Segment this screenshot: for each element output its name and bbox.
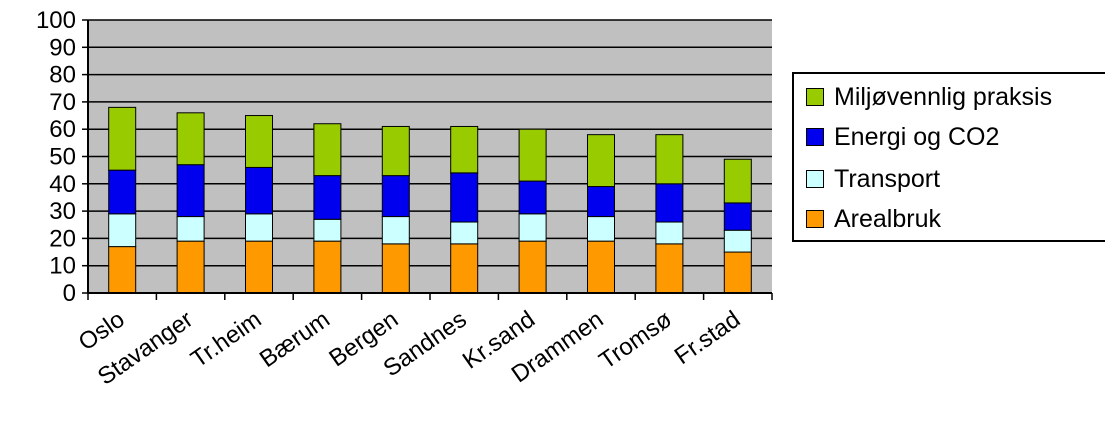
bar-milj-vennlig-praksis-bergen bbox=[381, 125, 410, 177]
bar-transport-sandnes bbox=[450, 221, 479, 245]
bar-energi-og-co2-sandnes bbox=[450, 172, 479, 223]
bar-arealbruk-troms bbox=[655, 243, 684, 294]
legend-item-transport: Transport bbox=[806, 164, 940, 194]
bar-arealbruk-b-rum bbox=[313, 240, 342, 294]
bar-transport-b-rum bbox=[313, 218, 342, 242]
legend-swatch bbox=[806, 88, 824, 106]
bar-arealbruk-fr-stad bbox=[723, 251, 752, 294]
bar-arealbruk-stavanger bbox=[176, 240, 205, 294]
legend-swatch bbox=[806, 170, 824, 188]
bar-transport-bergen bbox=[381, 216, 410, 245]
y-tick-label: 100 bbox=[36, 7, 76, 34]
bar-arealbruk-kr-sand bbox=[518, 240, 547, 294]
bar-energi-og-co2-stavanger bbox=[176, 164, 205, 218]
bar-milj-vennlig-praksis-oslo bbox=[108, 106, 137, 171]
x-tick-label-b-rum: Bærum bbox=[255, 306, 335, 373]
bar-energi-og-co2-drammen bbox=[587, 186, 615, 218]
y-tick-label: 70 bbox=[49, 89, 76, 116]
legend-item-arealbruk: Arealbruk bbox=[806, 204, 941, 234]
bar-arealbruk-tr-heim bbox=[245, 240, 273, 294]
bar-energi-og-co2-b-rum bbox=[313, 175, 342, 220]
bar-energi-og-co2-troms bbox=[655, 183, 684, 223]
legend-swatch bbox=[806, 128, 824, 146]
legend-item-miljovennlig-praksis: Miljøvennlig praksis bbox=[806, 82, 1052, 112]
legend-swatch bbox=[806, 210, 824, 228]
legend-label: Energi og CO2 bbox=[834, 122, 1000, 151]
y-tick-label: 60 bbox=[49, 116, 76, 143]
y-tick-label: 90 bbox=[49, 34, 76, 61]
bar-arealbruk-sandnes bbox=[450, 243, 479, 294]
legend-label: Transport bbox=[834, 164, 941, 193]
bar-arealbruk-bergen bbox=[381, 243, 410, 294]
x-tick-labels: OsloStavangerTr.heimBærumBergenSandnesKr… bbox=[74, 306, 746, 391]
bar-milj-vennlig-praksis-kr-sand bbox=[518, 128, 547, 182]
bar-transport-drammen bbox=[587, 216, 615, 242]
axes bbox=[82, 19, 773, 300]
bar-milj-vennlig-praksis-tr-heim bbox=[245, 115, 273, 168]
y-tick-label: 50 bbox=[49, 144, 76, 171]
bar-arealbruk-drammen bbox=[587, 240, 615, 294]
bar-energi-og-co2-kr-sand bbox=[518, 180, 547, 215]
y-tick-label: 0 bbox=[63, 280, 76, 307]
bar-energi-og-co2-fr-stad bbox=[723, 202, 752, 231]
x-tick-label-troms: Tromsø bbox=[594, 306, 677, 375]
legend: Miljøvennlig praksis Energi og CO2 Trans… bbox=[792, 72, 1105, 242]
bar-milj-vennlig-praksis-troms bbox=[655, 134, 684, 185]
legend-item-energi-og-co2: Energi og CO2 bbox=[806, 122, 999, 152]
y-tick-label: 20 bbox=[49, 225, 76, 252]
bars bbox=[108, 106, 752, 294]
x-tick-label-fr-stad: Fr.stad bbox=[670, 306, 746, 370]
bar-transport-fr-stad bbox=[723, 229, 752, 253]
y-tick-label: 10 bbox=[49, 253, 76, 280]
bar-energi-og-co2-tr-heim bbox=[245, 166, 273, 215]
bar-arealbruk-oslo bbox=[108, 246, 137, 294]
legend-label: Arealbruk bbox=[834, 204, 941, 233]
bar-milj-vennlig-praksis-b-rum bbox=[313, 123, 342, 177]
bar-milj-vennlig-praksis-sandnes bbox=[450, 125, 479, 174]
bar-milj-vennlig-praksis-drammen bbox=[587, 134, 615, 188]
bar-energi-og-co2-oslo bbox=[108, 169, 137, 215]
bar-energi-og-co2-bergen bbox=[381, 175, 410, 218]
y-tick-label: 30 bbox=[49, 198, 76, 225]
bar-transport-troms bbox=[655, 221, 684, 245]
legend-label: Miljøvennlig praksis bbox=[834, 82, 1053, 111]
x-tick-label-tr-heim: Tr.heim bbox=[186, 306, 266, 374]
bar-transport-tr-heim bbox=[245, 213, 273, 242]
bar-transport-oslo bbox=[108, 213, 137, 248]
bar-milj-vennlig-praksis-fr-stad bbox=[723, 158, 752, 204]
bar-milj-vennlig-praksis-stavanger bbox=[176, 112, 205, 166]
bar-transport-kr-sand bbox=[518, 213, 547, 242]
bar-transport-stavanger bbox=[176, 216, 205, 242]
y-tick-label: 40 bbox=[49, 171, 76, 198]
y-tick-label: 80 bbox=[49, 62, 76, 89]
